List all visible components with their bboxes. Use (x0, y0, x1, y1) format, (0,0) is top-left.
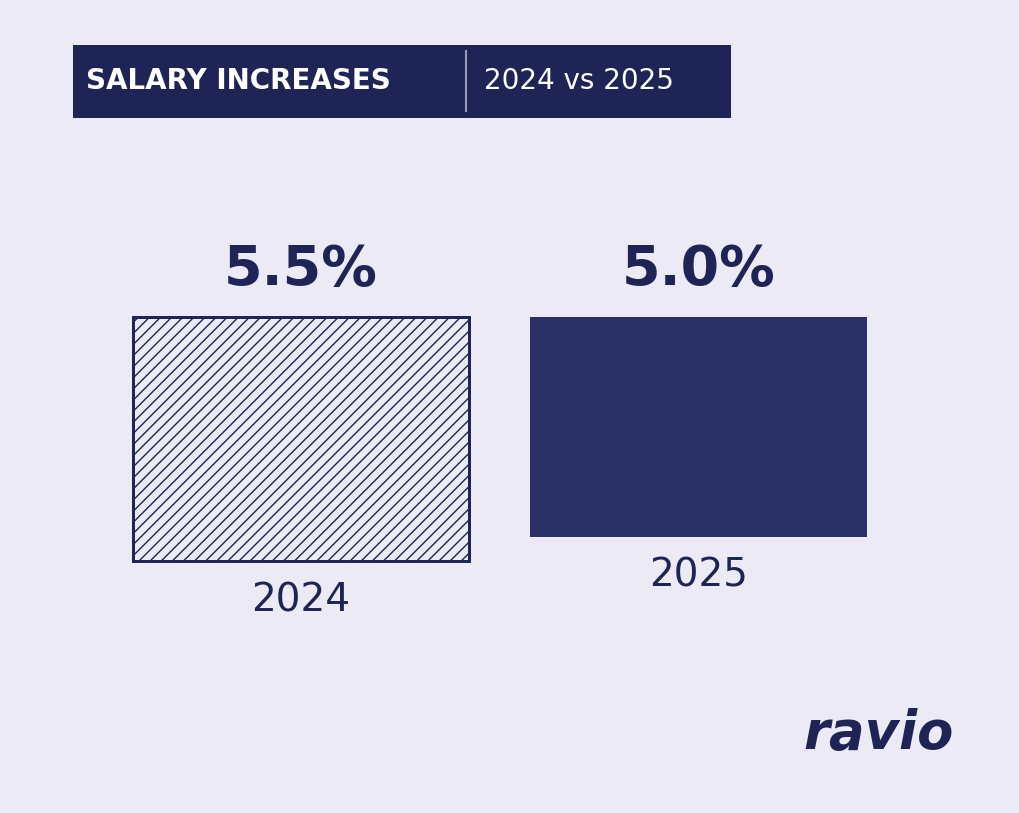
FancyBboxPatch shape (530, 317, 866, 537)
Text: 2024 vs 2025: 2024 vs 2025 (484, 67, 674, 95)
Text: 2024: 2024 (251, 581, 351, 620)
Text: 5.0%: 5.0% (622, 243, 774, 297)
FancyBboxPatch shape (132, 317, 469, 561)
Text: 2025: 2025 (649, 557, 747, 595)
FancyBboxPatch shape (73, 45, 731, 118)
Text: SALARY INCREASES: SALARY INCREASES (86, 67, 390, 95)
Text: ravio: ravio (803, 708, 953, 760)
Text: 5.5%: 5.5% (224, 243, 377, 297)
